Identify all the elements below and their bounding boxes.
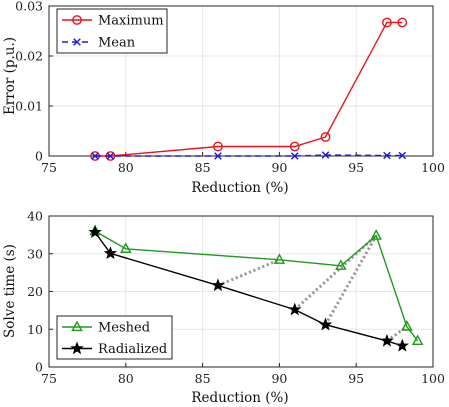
maximum-point bbox=[320, 132, 331, 142]
error-chart: 75 80 85 90 95 100 0 0.01 0.02 0.03 Reduction (%… bbox=[2, 0, 445, 196]
mean-point bbox=[91, 152, 99, 160]
meshed-line bbox=[94, 230, 419, 342]
meshed-series bbox=[89, 224, 424, 346]
radialized-series bbox=[88, 225, 409, 352]
error-chart-x-label: Reduction (%) bbox=[191, 180, 288, 196]
legend-item: Meshed bbox=[62, 321, 150, 336]
maximum-point bbox=[213, 141, 223, 152]
solve-time-chart-y-ticks: 0 10 20 30 40 bbox=[27, 209, 53, 375]
legend-marker bbox=[73, 38, 81, 46]
error-chart-legend: Maximum Mean bbox=[56, 8, 168, 54]
radialized-point bbox=[395, 338, 409, 352]
meshed-point bbox=[411, 334, 424, 346]
mean-point bbox=[383, 151, 391, 160]
y-tick-label: 0.02 bbox=[15, 49, 43, 64]
x-tick-label: 95 bbox=[348, 371, 364, 386]
legend-marker bbox=[71, 320, 83, 332]
solve-time-chart-y-label: Solve time (s) bbox=[2, 244, 18, 338]
solve-time-chart-x-label: Reduction (%) bbox=[191, 390, 288, 406]
meshed-point bbox=[370, 229, 382, 240]
x-tick-label: 75 bbox=[41, 371, 57, 386]
radialized-point bbox=[88, 225, 102, 238]
solve-time-chart-connectors bbox=[217, 234, 408, 343]
x-tick-label: 100 bbox=[421, 160, 445, 175]
connector-line bbox=[217, 258, 280, 287]
mean-point bbox=[214, 152, 222, 160]
legend-marker bbox=[72, 15, 82, 25]
legend-label: Radialized bbox=[98, 342, 167, 357]
error-chart-y-ticks: 0 0.01 0.02 0.03 bbox=[15, 0, 53, 164]
radialized-point bbox=[288, 302, 302, 316]
solve-time-chart: 75 80 85 90 95 100 0 10 20 30 40 Reduction (%) So… bbox=[2, 209, 445, 407]
x-tick-label: 85 bbox=[195, 371, 211, 386]
meshed-point bbox=[120, 242, 132, 253]
y-tick-label: 20 bbox=[27, 284, 43, 299]
legend-marker bbox=[70, 341, 84, 355]
x-tick-label: 80 bbox=[118, 371, 134, 386]
meshed-point bbox=[401, 320, 413, 331]
legend-label: Mean bbox=[98, 36, 136, 51]
y-tick-label: 0.01 bbox=[15, 99, 43, 114]
solve-time-chart-x-ticks: 75 80 85 90 95 100 bbox=[41, 363, 445, 386]
legend-label: Maximum bbox=[98, 14, 164, 29]
legend-label: Meshed bbox=[98, 321, 150, 336]
mean-point bbox=[106, 152, 115, 160]
y-tick-label: 0 bbox=[35, 360, 43, 375]
x-tick-label: 75 bbox=[41, 160, 57, 175]
y-tick-label: 0.03 bbox=[15, 0, 43, 14]
y-tick-label: 30 bbox=[27, 246, 43, 261]
mean-point bbox=[290, 152, 299, 160]
maximum-point bbox=[289, 141, 300, 152]
meshed-point bbox=[273, 253, 286, 264]
error-chart-series bbox=[90, 17, 408, 161]
solve-time-chart-series bbox=[88, 224, 424, 352]
error-chart-y-label: Error (p.u.) bbox=[2, 37, 18, 115]
error-chart-x-ticks: 75 80 85 90 95 100 bbox=[41, 152, 445, 175]
radialized-point bbox=[103, 246, 118, 260]
meshed-point bbox=[335, 259, 347, 270]
mean-point bbox=[398, 151, 407, 160]
x-tick-label: 90 bbox=[271, 160, 287, 175]
radialized-point bbox=[380, 333, 394, 347]
legend-item: Mean bbox=[62, 36, 136, 51]
solve-time-chart-legend: Meshed Radialized bbox=[56, 315, 173, 360]
legend-item: Maximum bbox=[62, 14, 164, 29]
legend-item: Radialized bbox=[62, 341, 167, 357]
y-tick-label: 40 bbox=[27, 209, 43, 224]
radialized-point bbox=[318, 317, 333, 331]
x-tick-label: 100 bbox=[421, 371, 445, 386]
maximum-point bbox=[382, 17, 392, 28]
x-tick-label: 80 bbox=[118, 160, 134, 175]
radialized-point bbox=[211, 278, 225, 292]
y-tick-label: 0 bbox=[35, 149, 43, 164]
maximum-point bbox=[397, 17, 408, 28]
connector-line bbox=[324, 234, 378, 326]
y-tick-label: 10 bbox=[27, 322, 43, 337]
x-tick-label: 90 bbox=[271, 371, 287, 386]
mean-series bbox=[91, 151, 407, 160]
x-tick-label: 85 bbox=[195, 160, 211, 175]
mean-point bbox=[321, 151, 330, 159]
x-tick-label: 95 bbox=[348, 160, 364, 175]
